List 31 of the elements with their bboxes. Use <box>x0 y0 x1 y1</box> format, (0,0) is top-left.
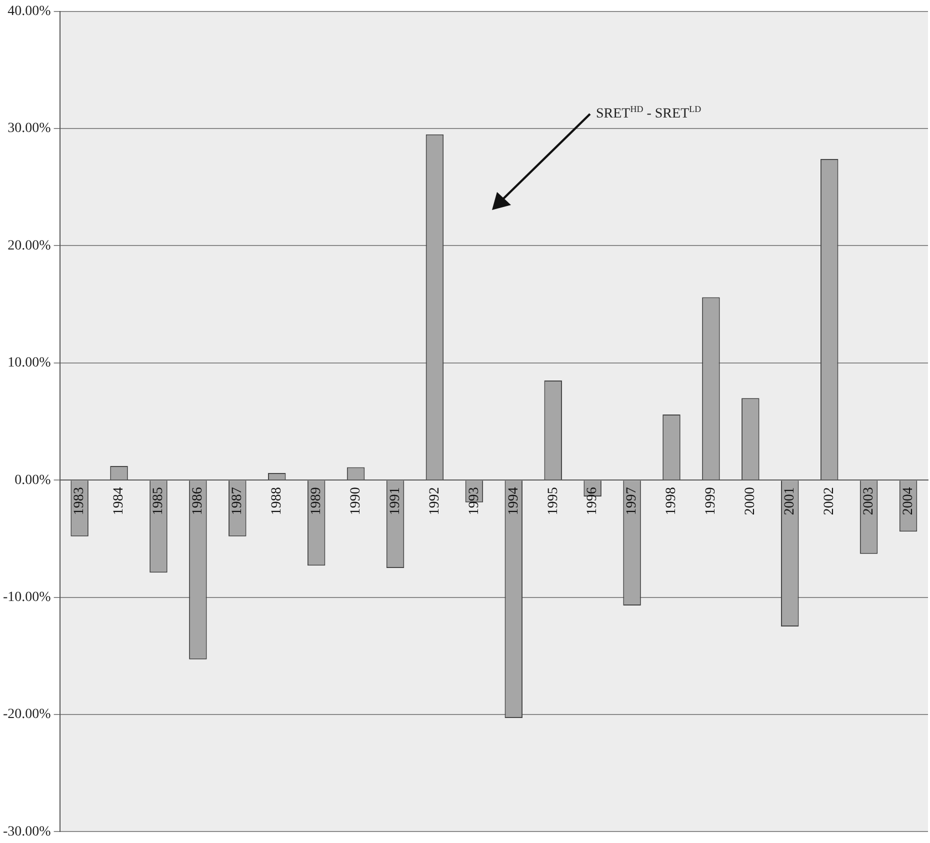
x-tick-label: 1995 <box>546 487 561 516</box>
x-tick-label: 1986 <box>190 487 206 516</box>
x-tick-label: 1998 <box>664 487 680 516</box>
x-tick-label: 1985 <box>151 487 166 516</box>
x-tick-label: 1983 <box>72 487 88 516</box>
y-tick-label: -20.00% <box>2 707 52 722</box>
x-tick-label: 1990 <box>348 487 364 516</box>
x-tick-label: 1994 <box>506 487 522 516</box>
x-tick-label: 1993 <box>466 487 482 516</box>
y-tick-label: -30.00% <box>2 824 52 840</box>
x-tick-label: 1984 <box>112 487 127 516</box>
x-tick-label: 1989 <box>309 487 324 516</box>
x-tick-label: 1988 <box>270 487 285 516</box>
annotation: SRET$^{HD}$ - SRET$^{LD}$ <box>596 104 702 123</box>
y-tick-label: 20.00% <box>8 238 52 254</box>
x-tick-label: 1999 <box>704 487 719 516</box>
x-tick-label: 1996 <box>585 487 600 516</box>
x-tick-label: 1992 <box>427 487 442 516</box>
y-tick-label: 30.00% <box>8 121 52 136</box>
y-tick-label: 40.00% <box>8 4 52 20</box>
x-tick-label: 1997 <box>624 487 640 516</box>
x-tick-label: 1987 <box>230 487 246 516</box>
x-tick-label: 2003 <box>861 487 876 516</box>
x-tick-label: 1991 <box>388 487 403 516</box>
x-tick-label: 2001 <box>782 487 798 516</box>
y-tick-label: 10.00% <box>8 356 52 371</box>
y-tick-label: -10.00% <box>2 590 52 605</box>
x-tick-label: 2000 <box>743 487 758 516</box>
x-tick-label: 2004 <box>900 487 916 516</box>
y-tick-label: 0.00% <box>14 472 52 488</box>
x-tick-label: 2002 <box>822 487 838 516</box>
